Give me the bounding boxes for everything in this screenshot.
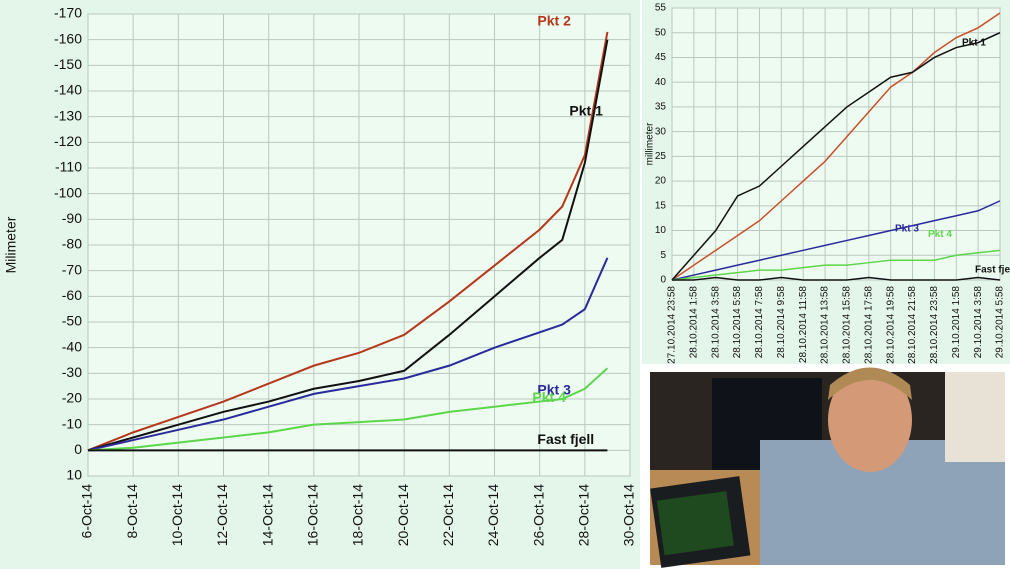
series-label: Pkt 1: [962, 37, 986, 48]
y-tick-label: -20: [62, 390, 82, 406]
series-line: [672, 276, 1001, 281]
y-tick-label: -80: [62, 236, 82, 252]
y-tick-label: 15: [655, 200, 667, 211]
plot-area: [671, 7, 1001, 281]
x-tick-label: 28.10.2014 13:58: [820, 286, 831, 364]
series-line: [87, 367, 609, 452]
x-tick-label: 28-Oct-14: [576, 484, 592, 546]
y-tick-label: -60: [62, 287, 82, 303]
y-tick-label: -70: [62, 261, 82, 277]
y-tick-label: -120: [54, 133, 82, 149]
series-line: [87, 257, 609, 452]
series-line: [87, 31, 609, 452]
y-tick-label: 5: [660, 250, 666, 261]
y-tick-label: -170: [54, 5, 82, 21]
x-tick-label: 8-Oct-14: [124, 484, 140, 539]
x-tick-label: 28.10.2014 5:58: [732, 286, 743, 359]
y-tick-label: 35: [655, 102, 667, 113]
y-tick-label: 30: [655, 126, 667, 137]
x-tick-label: 28.10.2014 9:58: [776, 286, 787, 359]
series-label: Pkt 2: [537, 13, 571, 29]
y-tick-label: 50: [655, 27, 667, 38]
y-tick-label: -110: [55, 159, 82, 175]
y-tick-label: -100: [54, 184, 82, 200]
x-tick-label: 10-Oct-14: [169, 484, 185, 546]
x-tick-label: 30-Oct-14: [621, 484, 637, 546]
y-tick-label: 10: [655, 225, 667, 236]
y-tick-label: 20: [655, 176, 667, 187]
series-label: Fast fjell: [975, 265, 1010, 276]
y-tick-label: -150: [54, 56, 82, 72]
x-tick-label: 14-Oct-14: [259, 484, 275, 546]
y-axis-label: Milimeter: [3, 216, 19, 273]
x-tick-label: 28.10.2014 15:58: [842, 286, 853, 364]
x-tick-label: 22-Oct-14: [440, 484, 456, 546]
x-tick-label: 29.10.2014 3:58: [973, 286, 984, 359]
x-tick-label: 28.10.2014 7:58: [754, 286, 765, 359]
y-tick-label: 0: [74, 441, 82, 457]
series-line: [671, 249, 1001, 281]
y-tick-label: -160: [54, 30, 82, 46]
y-axis-label: millimeter: [645, 122, 656, 165]
x-tick-label: 28.10.2014 19:58: [885, 286, 896, 364]
series-label: Pkt 1: [569, 102, 603, 118]
y-tick-label: -10: [62, 415, 82, 431]
x-tick-label: 18-Oct-14: [350, 484, 366, 546]
series-label: Pkt 4: [532, 389, 566, 405]
y-tick-label: -140: [54, 82, 82, 98]
y-tick-label: -50: [62, 313, 82, 329]
series-label: Fast fjell: [537, 431, 594, 447]
y-tick-label: 25: [655, 151, 667, 162]
x-tick-label: 20-Oct-14: [395, 484, 411, 546]
x-tick-label: 27.10.2014 23:58: [667, 286, 678, 364]
y-tick-label: 45: [655, 52, 667, 63]
series-line: [671, 200, 1001, 281]
photo: [650, 367, 1005, 568]
x-tick-label: 28.10.2014 11:58: [798, 286, 809, 364]
x-tick-label: 28.10.2014 17:58: [863, 286, 874, 364]
y-tick-label: 0: [660, 275, 666, 286]
series-label: Pkt 2: [958, 0, 982, 3]
x-tick-label: 26-Oct-14: [530, 484, 546, 546]
series-label: Pkt 3: [537, 382, 571, 398]
series-label: Pkt 3: [895, 224, 919, 235]
x-tick-label: 28.10.2014 21:58: [907, 286, 918, 364]
y-tick-label: -30: [62, 364, 82, 380]
x-tick-label: 28.10.2014 23:58: [929, 286, 940, 364]
y-tick-label: -90: [62, 210, 82, 226]
x-tick-label: 12-Oct-14: [214, 484, 230, 546]
y-tick-label: 40: [655, 77, 667, 88]
x-tick-label: 29.10.2014 1:58: [951, 286, 962, 359]
y-tick-label: 10: [66, 467, 82, 483]
series-line: [671, 12, 1001, 281]
x-tick-label: 29.10.2014 5:58: [995, 286, 1006, 359]
y-tick-label: -40: [62, 338, 82, 354]
series-label: Pkt 4: [928, 229, 952, 240]
x-tick-label: 28.10.2014 3:58: [710, 286, 721, 359]
x-tick-label: 16-Oct-14: [305, 484, 321, 546]
x-tick-label: 6-Oct-14: [79, 484, 95, 539]
y-tick-label: -130: [54, 107, 82, 123]
x-tick-label: 28.10.2014 1:58: [689, 286, 700, 359]
y-tick-label: 55: [655, 3, 667, 14]
series-line: [87, 39, 609, 452]
series-line: [671, 32, 1001, 281]
x-tick-label: 24-Oct-14: [485, 484, 501, 546]
